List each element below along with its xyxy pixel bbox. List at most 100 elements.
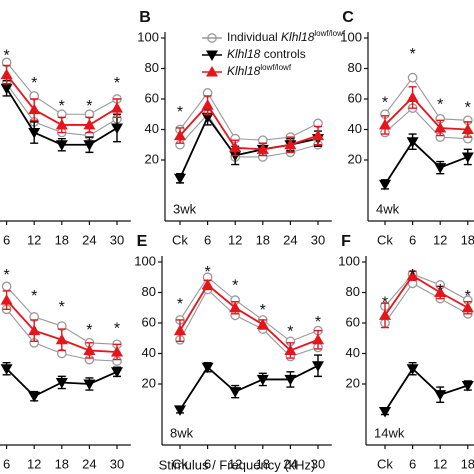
age-label: 3wk — [173, 201, 197, 216]
x-tick-label: 12 — [27, 232, 41, 247]
x-tick-label: 12 — [27, 456, 41, 471]
x-tick-label: 24 — [82, 456, 96, 471]
data-point — [434, 390, 447, 401]
significance-mark: * — [177, 104, 183, 121]
x-tick-label: 6 — [204, 232, 211, 247]
data-point — [256, 374, 269, 386]
legend-label-part: lowf/lowf — [314, 29, 345, 38]
x-tick-label: 12 — [228, 232, 242, 247]
legend-label-part: Klhl18 — [227, 47, 261, 61]
series-line — [384, 274, 469, 316]
significance-mark: * — [437, 96, 443, 113]
data-point — [111, 345, 123, 357]
significance-mark: * — [382, 95, 388, 112]
significance-mark: * — [315, 314, 321, 331]
age-label: 14wk — [374, 425, 405, 440]
legend-label-part: lowf/lowf — [260, 63, 291, 72]
data-point — [284, 138, 297, 150]
data-point — [312, 361, 324, 372]
panel-label: F — [341, 233, 351, 250]
data-point — [434, 121, 447, 133]
series-line — [384, 140, 469, 185]
series-line — [384, 273, 469, 307]
data-point — [229, 150, 242, 162]
data-point — [229, 141, 242, 153]
y-tick-label: 80 — [145, 60, 159, 75]
data-point — [28, 391, 41, 403]
series-line — [384, 107, 468, 140]
data-point — [0, 68, 13, 80]
series-line — [179, 283, 319, 352]
significance-mark: * — [114, 75, 120, 92]
data-point — [174, 173, 186, 185]
x-tick-label: Ck — [377, 232, 393, 247]
y-tick-label: 100 — [134, 253, 156, 268]
series-line — [179, 91, 319, 141]
series-line — [384, 76, 468, 121]
y-tick-label: 20 — [145, 151, 159, 166]
x-tick-label: 6 — [409, 232, 416, 247]
x-tick-label: 30 — [311, 456, 325, 471]
x-tick-label: 30 — [311, 232, 325, 247]
significance-mark: * — [114, 320, 120, 337]
data-point — [174, 129, 186, 141]
significance-mark: * — [86, 322, 92, 339]
data-point — [461, 152, 474, 163]
data-point — [28, 103, 41, 115]
significance-mark: * — [465, 288, 471, 305]
x-axis-title: Stimulus / Frequency (kHz) — [159, 457, 316, 472]
data-point — [201, 362, 214, 374]
x-tick-label: Ck — [172, 456, 188, 471]
significance-mark: * — [59, 299, 65, 316]
x-tick-label: 24 — [283, 232, 297, 247]
legend-label-part: Klhl18 — [227, 64, 261, 78]
data-point — [256, 318, 269, 330]
significance-mark: * — [31, 75, 37, 92]
data-point — [407, 72, 418, 83]
x-tick-label: 30 — [110, 232, 124, 247]
data-point — [379, 118, 391, 130]
data-point — [461, 301, 474, 313]
significance-mark: * — [177, 296, 183, 313]
legend-label: Klhl18lowf/lowf — [227, 63, 292, 79]
series-line — [384, 96, 468, 131]
panel-label: C — [342, 9, 354, 26]
legend-label: Klhl18 controls — [227, 47, 306, 61]
legend-label-part: Klhl18 — [281, 30, 315, 44]
y-tick-label: 40 — [346, 345, 360, 360]
y-tick-label: 40 — [142, 345, 156, 360]
y-tick-label: 20 — [142, 375, 156, 390]
data-point — [406, 137, 419, 148]
y-tick-label: 40 — [348, 121, 362, 136]
legend-label-part: Individual — [227, 30, 281, 44]
series-line — [179, 288, 319, 358]
significance-mark: * — [437, 282, 443, 299]
data-point — [434, 286, 447, 297]
legend-label-part: controls — [260, 47, 305, 61]
x-tick-label: 18 — [461, 232, 474, 247]
y-tick-label: 80 — [346, 284, 360, 299]
data-point — [434, 163, 447, 174]
y-tick-label: 60 — [348, 90, 362, 105]
data-point — [83, 118, 96, 130]
y-tick-label: 60 — [346, 314, 360, 329]
data-point — [406, 269, 419, 281]
significance-mark: * — [409, 46, 415, 63]
data-point — [229, 301, 242, 313]
data-point — [55, 377, 68, 389]
data-point — [461, 123, 474, 134]
series-line — [384, 282, 469, 324]
data-point — [379, 309, 391, 320]
data-point — [0, 294, 13, 305]
y-tick-label: 40 — [145, 121, 159, 136]
data-point — [111, 123, 123, 134]
data-point — [83, 344, 96, 355]
significance-mark: * — [204, 264, 210, 281]
data-point — [55, 118, 68, 130]
age-label: 8wk — [170, 425, 194, 440]
significance-mark: * — [31, 288, 37, 305]
series-line — [179, 276, 319, 342]
x-tick-label: Ck — [172, 232, 188, 247]
y-tick-label: 60 — [145, 90, 159, 105]
